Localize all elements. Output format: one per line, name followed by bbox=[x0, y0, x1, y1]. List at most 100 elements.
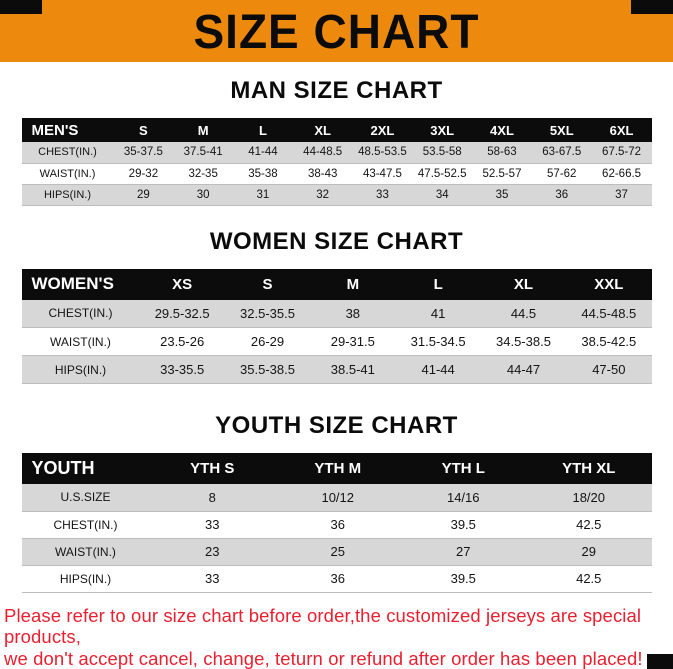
size-value-cell: 41 bbox=[395, 299, 481, 328]
table-title-cell: YOUTH bbox=[21, 453, 150, 484]
size-value-cell: 52.5-57 bbox=[472, 163, 532, 185]
row-label-cell: HIPS(IN.) bbox=[21, 565, 150, 593]
size-value-cell: 44.5 bbox=[480, 299, 567, 328]
size-value-cell: 38.5-42.5 bbox=[566, 327, 652, 356]
table-row: U.S.SIZE 8 10/12 14/16 18/20 bbox=[21, 484, 652, 512]
size-value-cell: 38.5-41 bbox=[310, 355, 396, 384]
men-size-section: MAN SIZE CHART MEN'S S M L XL 2XL 3XL 4XL 5XL 6XL… bbox=[0, 77, 673, 206]
size-value-cell: 10/12 bbox=[275, 484, 401, 512]
size-value-cell: 34 bbox=[412, 184, 473, 206]
size-column-header: XXL bbox=[566, 268, 652, 300]
table-row: WAIST(IN.) 23.5-26 26-29 29-31.5 31.5-34.5 34… bbox=[21, 327, 652, 356]
size-value-cell: 8 bbox=[149, 484, 275, 512]
women-size-section: WOMEN SIZE CHART WOMEN'S XS S M L XL XXL CHEST(… bbox=[0, 227, 673, 384]
page-title: SIZE CHART bbox=[193, 3, 480, 59]
table-header-row: MEN'S S M L XL 2XL 3XL 4XL 5XL 6XL bbox=[21, 118, 652, 142]
size-value-cell: 34.5-38.5 bbox=[480, 327, 567, 356]
row-label-cell: HIPS(IN.) bbox=[21, 355, 140, 384]
size-value-cell: 29-31.5 bbox=[310, 327, 396, 356]
size-value-cell: 35.5-38.5 bbox=[224, 355, 311, 384]
size-column-header: L bbox=[395, 268, 481, 300]
size-column-header: YTH S bbox=[149, 453, 275, 484]
size-value-cell: 47.5-52.5 bbox=[412, 163, 473, 185]
size-value-cell: 31 bbox=[233, 184, 293, 206]
size-value-cell: 41-44 bbox=[233, 142, 293, 164]
size-value-cell: 43-47.5 bbox=[352, 163, 413, 185]
footer-disclaimer-line-2: we don't accept cancel, change, teturn o… bbox=[4, 647, 643, 669]
size-value-cell: 58-63 bbox=[472, 142, 532, 164]
size-value-cell: 23.5-26 bbox=[139, 327, 225, 356]
size-value-cell: 62-66.5 bbox=[591, 163, 652, 185]
size-value-cell: 36 bbox=[275, 511, 401, 539]
size-column-header: 2XL bbox=[352, 118, 413, 142]
size-value-cell: 42.5 bbox=[526, 511, 652, 539]
size-value-cell: 39.5 bbox=[400, 511, 526, 539]
size-value-cell: 27 bbox=[400, 538, 526, 566]
size-value-cell: 33 bbox=[149, 511, 275, 539]
table-title-cell: WOMEN'S bbox=[21, 268, 140, 300]
size-value-cell: 14/16 bbox=[400, 484, 526, 512]
size-value-cell: 57-62 bbox=[531, 163, 592, 185]
size-value-cell: 30 bbox=[173, 184, 234, 206]
table-row: HIPS(IN.) 33-35.5 35.5-38.5 38.5-41 41-44 44-… bbox=[21, 355, 652, 384]
size-value-cell: 38-43 bbox=[292, 163, 353, 185]
footer-disclaimer: Please refer to our size chart before or… bbox=[4, 605, 669, 669]
size-value-cell: 35-37.5 bbox=[113, 142, 174, 164]
table-row: CHEST(IN.) 35-37.5 37.5-41 41-44 44-48.5 48.5… bbox=[21, 142, 652, 164]
size-value-cell: 29 bbox=[113, 184, 174, 206]
size-value-cell: 35-38 bbox=[233, 163, 293, 185]
size-value-cell: 37 bbox=[591, 184, 652, 206]
size-value-cell: 37.5-41 bbox=[173, 142, 234, 164]
size-value-cell: 25 bbox=[275, 538, 401, 566]
corner-block-bottom-right bbox=[647, 654, 673, 669]
size-value-cell: 29-32 bbox=[113, 163, 174, 185]
size-value-cell: 23 bbox=[149, 538, 275, 566]
men-section-heading: MAN SIZE CHART bbox=[230, 77, 443, 104]
size-value-cell: 32.5-35.5 bbox=[224, 299, 311, 328]
row-label-cell: WAIST(IN.) bbox=[21, 163, 114, 185]
table-row: WAIST(IN.) 29-32 32-35 35-38 38-43 43-47.5 47.… bbox=[21, 163, 652, 185]
youth-size-table: YOUTH YTH S YTH M YTH L YTH XL U.S.SIZE 8 10/12… bbox=[21, 453, 652, 593]
size-value-cell: 18/20 bbox=[526, 484, 652, 512]
size-value-cell: 67.5-72 bbox=[591, 142, 652, 164]
size-value-cell: 29 bbox=[526, 538, 652, 566]
table-title-cell: MEN'S bbox=[21, 118, 114, 142]
men-size-table: MEN'S S M L XL 2XL 3XL 4XL 5XL 6XL CHEST(IN.) 35-37… bbox=[21, 118, 652, 206]
youth-section-heading: YOUTH SIZE CHART bbox=[215, 412, 458, 439]
corner-block-top-left bbox=[0, 0, 42, 14]
size-column-header: 4XL bbox=[472, 118, 532, 142]
row-label-cell: CHEST(IN.) bbox=[21, 299, 140, 328]
size-value-cell: 53.5-58 bbox=[412, 142, 473, 164]
corner-block-top-right bbox=[631, 0, 673, 14]
row-label-cell: CHEST(IN.) bbox=[21, 511, 150, 539]
size-column-header: 3XL bbox=[412, 118, 473, 142]
size-value-cell: 36 bbox=[275, 565, 401, 593]
row-label-cell: HIPS(IN.) bbox=[21, 184, 114, 206]
size-column-header: M bbox=[173, 118, 234, 142]
size-column-header: YTH XL bbox=[526, 453, 652, 484]
table-row: HIPS(IN.) 29 30 31 32 33 34 35 36 37 bbox=[21, 184, 652, 206]
women-size-table: WOMEN'S XS S M L XL XXL CHEST(IN.) 29.5-32.5 32.5… bbox=[21, 268, 652, 384]
table-row: CHEST(IN.) 29.5-32.5 32.5-35.5 38 41 44.5 44.5… bbox=[21, 299, 652, 328]
youth-size-section: YOUTH SIZE CHART YOUTH YTH S YTH M YTH L YTH… bbox=[0, 412, 673, 593]
table-header-row: YOUTH YTH S YTH M YTH L YTH XL bbox=[21, 453, 652, 484]
size-value-cell: 44.5-48.5 bbox=[566, 299, 652, 328]
banner: SIZE CHART bbox=[0, 0, 673, 62]
row-label-cell: U.S.SIZE bbox=[21, 484, 150, 512]
size-value-cell: 33 bbox=[149, 565, 275, 593]
size-value-cell: 33 bbox=[352, 184, 413, 206]
women-section-heading: WOMEN SIZE CHART bbox=[209, 227, 464, 255]
size-column-header: S bbox=[113, 118, 174, 142]
size-value-cell: 35 bbox=[472, 184, 532, 206]
size-value-cell: 47-50 bbox=[566, 355, 652, 384]
size-column-header: M bbox=[310, 268, 396, 300]
size-value-cell: 32 bbox=[292, 184, 353, 206]
size-value-cell: 44-47 bbox=[480, 355, 567, 384]
table-header-row: WOMEN'S XS S M L XL XXL bbox=[21, 268, 652, 300]
size-value-cell: 29.5-32.5 bbox=[139, 299, 225, 328]
row-label-cell: WAIST(IN.) bbox=[21, 538, 150, 566]
size-value-cell: 33-35.5 bbox=[139, 355, 225, 384]
size-value-cell: 31.5-34.5 bbox=[395, 327, 481, 356]
size-value-cell: 26-29 bbox=[224, 327, 311, 356]
